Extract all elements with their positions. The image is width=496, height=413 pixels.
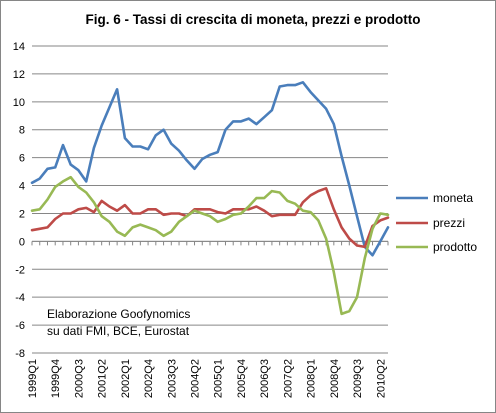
legend-label-prodotto: prodotto [433,240,477,254]
y-gridlines [32,45,388,354]
y-tick-label: 8 [19,125,25,137]
y-tick-label: 4 [19,181,25,193]
x-tick-label: 2002Q1 [120,359,132,398]
legend-label-moneta: moneta [433,191,473,205]
chart-title: Fig. 6 - Tassi di crescita di moneta, pr… [85,12,420,27]
x-tick-label: 2006Q3 [259,359,271,398]
series-line-prodotto [30,175,390,316]
x-tick-label: 2002Q4 [143,359,155,398]
y-tick-label: 10 [13,97,25,109]
x-tick-label: 2005Q1 [213,359,225,398]
y-tick-label: -2 [15,264,25,276]
x-axis-tick-labels: 1999Q1 1999Q4 2000Q3 2001Q2 2002Q1 2002Q4 2003… [27,359,387,398]
x-tick-label: 2009Q3 [352,359,364,398]
x-tick-label: 2008Q1 [306,359,318,398]
series-lines [30,81,390,316]
y-tick-label: 2 [19,208,25,220]
y-tick-label: -4 [15,292,25,304]
x-tick-label: 2008Q4 [329,359,341,398]
y-tick-label: 14 [13,41,25,53]
x-tick-label: 1999Q4 [50,359,62,398]
y-axis-tick-labels: -8 -6 -4 -2 0 2 4 6 8 10 12 14 [13,41,25,360]
y-tick-label: 6 [19,153,25,165]
x-tick-label: 2005Q4 [236,359,248,398]
series-line-moneta [30,81,390,257]
x-tick-label: 2010Q2 [375,359,387,398]
x-tick-label: 2004Q2 [190,359,202,398]
legend: moneta prezzi prodotto [396,191,477,254]
x-axis [31,240,389,246]
legend-label-prezzi: prezzi [433,216,465,230]
y-tick-label: -6 [15,320,25,332]
source-annotation: Elaborazione Goofynomics su dati FMI, BC… [47,307,190,338]
x-tick-label: 2007Q2 [282,359,294,398]
y-tick-label: 0 [19,236,25,248]
x-tick-label: 2003Q3 [166,359,178,398]
x-tick-label: 2000Q3 [73,359,85,398]
y-tick-label: -8 [15,348,25,360]
annotation-line-2: su dati FMI, BCE, Eurostat [47,324,190,338]
x-tick-label: 2001Q2 [97,359,109,398]
series-line-prezzi [30,187,390,249]
y-tick-label: 12 [13,69,25,81]
annotation-line-1: Elaborazione Goofynomics [47,307,190,321]
x-tick-label: 1999Q1 [27,359,39,398]
